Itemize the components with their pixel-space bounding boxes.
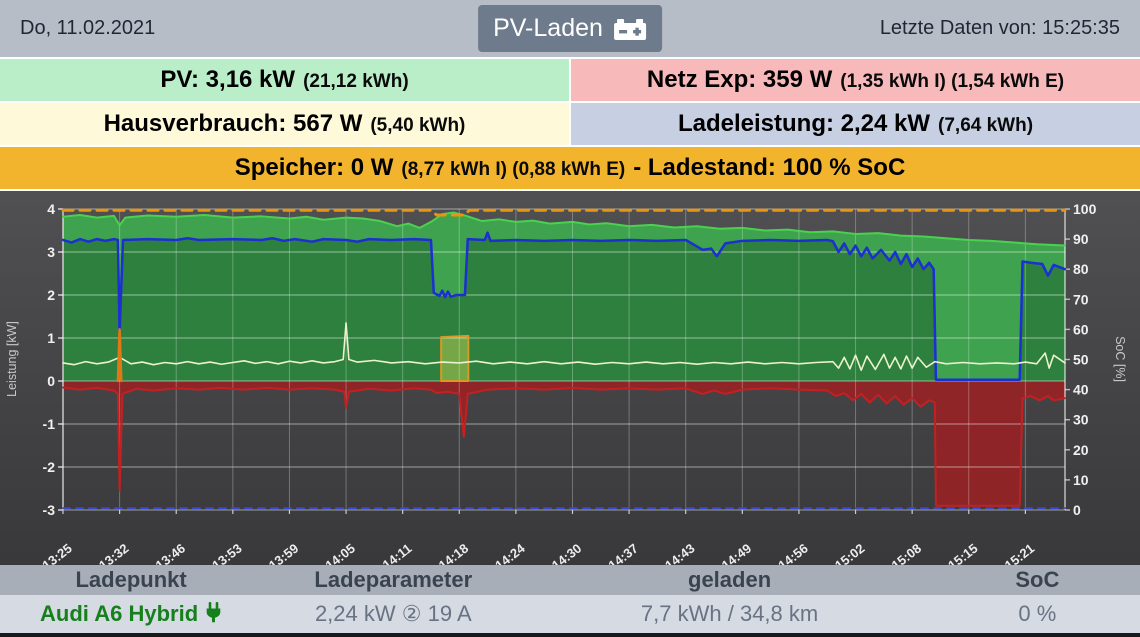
header-date: Do, 11.02.2021 (20, 17, 156, 39)
ladeleistung-tile: Ladeleistung: 2,24 kW (7,64 kWh) (571, 103, 1140, 145)
col-geladen: geladen (688, 567, 772, 592)
netz-energy: (1,35 kWh I) (1,54 kWh E) (840, 71, 1065, 92)
svg-text:13:59: 13:59 (266, 541, 301, 565)
svg-text:14:43: 14:43 (662, 541, 697, 565)
svg-text:13:32: 13:32 (96, 541, 131, 565)
speicher-soc: - Ladestand: 100 % SoC (633, 154, 906, 181)
col-ladepunkt: Ladepunkt (75, 567, 187, 592)
svg-text:60: 60 (1073, 321, 1089, 337)
header-bar: Do, 11.02.2021 PV-Laden Letzte Daten von… (0, 0, 1140, 57)
svg-text:100: 100 (1073, 201, 1097, 217)
svg-text:14:30: 14:30 (549, 541, 584, 565)
vehicle-name-cell: Audi A6 Hybrid (0, 601, 262, 627)
speicher-tile: Speicher: 0 W (8,77 kWh I) (0,88 kWh E) … (0, 147, 1140, 189)
svg-text:14:05: 14:05 (322, 541, 357, 565)
speicher-energy: (8,77 kWh I) (0,88 kWh E) (401, 159, 626, 180)
pv-value: PV: 3,16 kW (160, 66, 296, 93)
svg-text:50: 50 (1073, 352, 1089, 368)
col-soc: SoC (1015, 567, 1060, 592)
pv-energy: (21,12 kWh) (303, 71, 409, 92)
svg-text:15:15: 15:15 (945, 541, 980, 565)
svg-text:14:24: 14:24 (492, 540, 528, 565)
charge-table-header: Ladepunkt Ladeparameter geladen SoC (0, 565, 1140, 595)
svg-text:13:53: 13:53 (209, 541, 244, 565)
svg-text:70: 70 (1073, 291, 1089, 307)
power-soc-chart: 4 3 2 1 0 -1 -2 -3 100 90 80 70 60 50 40 30 20 10 0 13:25 13… (0, 191, 1140, 573)
svg-text:14:18: 14:18 (436, 541, 471, 565)
bottom-divider (0, 633, 1140, 637)
svg-text:15:08: 15:08 (889, 541, 924, 565)
pv-tile: PV: 3,16 kW (21,12 kWh) (0, 59, 569, 101)
svg-text:15:02: 15:02 (832, 541, 867, 565)
svg-text:3: 3 (47, 244, 55, 260)
charge-parameters: 2,24 kW ② 19 A (314, 601, 472, 626)
svg-text:-3: -3 (43, 502, 56, 518)
svg-text:14:37: 14:37 (606, 541, 641, 565)
svg-text:0: 0 (1073, 502, 1081, 518)
pv-laden-button[interactable]: PV-Laden (478, 5, 662, 52)
last-data-timestamp: Letzte Daten von: 15:25:35 (879, 17, 1120, 39)
svg-text:10: 10 (1073, 472, 1089, 488)
col-ladeparameter: Ladeparameter (314, 567, 473, 592)
hausverbrauch-tile: Hausverbrauch: 567 W (5,40 kWh) (0, 103, 569, 145)
mode-button-label: PV-Laden (493, 14, 603, 42)
svg-text:1: 1 (47, 330, 55, 346)
hausverbrauch-value: Hausverbrauch: 567 W (103, 110, 363, 137)
plug-icon (206, 602, 221, 623)
svg-text:30: 30 (1073, 412, 1089, 428)
hausverbrauch-energy: (5,40 kWh) (370, 115, 466, 136)
netz-tile: Netz Exp: 359 W (1,35 kWh I) (1,54 kWh E… (571, 59, 1140, 101)
svg-text:20: 20 (1073, 442, 1089, 458)
svg-text:90: 90 (1073, 231, 1089, 247)
speicher-value: Speicher: 0 W (234, 154, 394, 181)
svg-text:4: 4 (47, 201, 55, 217)
svg-text:14:56: 14:56 (775, 541, 810, 565)
summary-tiles: PV: 3,16 kW (21,12 kWh) Netz Exp: 359 W … (0, 57, 1140, 191)
svg-text:15:21: 15:21 (1002, 541, 1037, 565)
svg-text:SoC [%]: SoC [%] (1113, 336, 1127, 382)
svg-text:13:46: 13:46 (153, 541, 188, 565)
ladeleistung-value: Ladeleistung: 2,24 kW (677, 110, 931, 137)
vehicle-soc: 0 % (1018, 601, 1057, 626)
netz-value: Netz Exp: 359 W (646, 66, 833, 93)
svg-text:-1: -1 (43, 416, 56, 432)
energy-charged: 7,7 kWh / 34,8 km (640, 601, 819, 626)
svg-text:-2: -2 (43, 459, 56, 475)
svg-text:2: 2 (47, 287, 55, 303)
vehicle-name: Audi A6 Hybrid (40, 601, 199, 626)
svg-text:14:11: 14:11 (380, 541, 415, 565)
car-battery-icon (613, 18, 646, 40)
svg-text:80: 80 (1073, 261, 1089, 277)
charge-point-row: Audi A6 Hybrid 2,24 kW ② 19 A 7,7 kWh / … (0, 595, 1140, 633)
svg-text:0: 0 (47, 373, 55, 389)
ladeleistung-energy: (7,64 kWh) (938, 115, 1034, 136)
svg-text:13:25: 13:25 (39, 541, 74, 565)
svg-text:Leistung [kW]: Leistung [kW] (5, 321, 19, 397)
svg-text:40: 40 (1073, 382, 1089, 398)
svg-text:14:49: 14:49 (719, 541, 754, 565)
